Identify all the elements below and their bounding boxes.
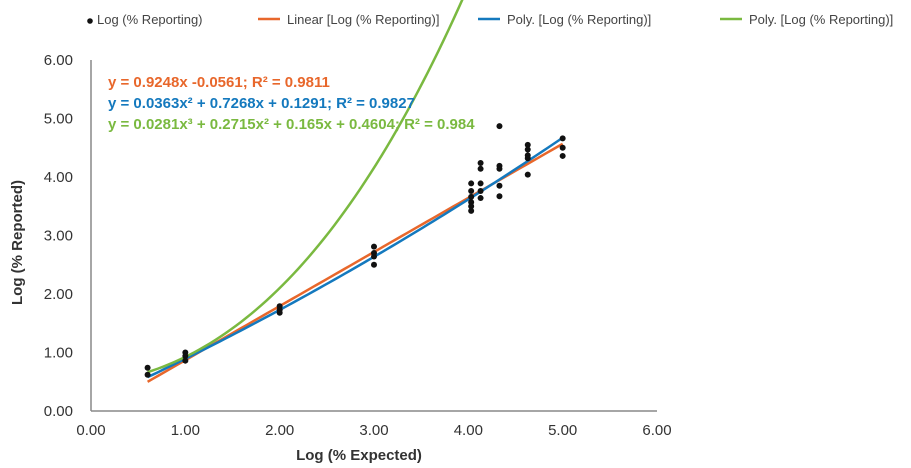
- equation-annotation: y = 0.0281x³ + 0.2715x² + 0.165x + 0.460…: [108, 116, 475, 133]
- chart-axes: [90, 60, 657, 412]
- data-point: [468, 193, 475, 200]
- equation-annotation: y = 0.9248x -0.0561; R² = 0.9811: [108, 74, 330, 91]
- data-point: [468, 203, 475, 210]
- y-tick-labels: 0.00 1.00 2.00 3.00 4.00 5.00 6.00: [44, 52, 73, 420]
- trendline-2: [147, 136, 564, 379]
- data-point: [468, 188, 475, 195]
- trendlines: [146, 0, 564, 383]
- data-point: [496, 193, 503, 200]
- y-tick-label: 5.00: [44, 111, 73, 128]
- data-point: [144, 364, 151, 371]
- data-point: [524, 155, 531, 162]
- data-point: [496, 182, 503, 189]
- data-point: [524, 171, 531, 178]
- x-tick-label: 3.00: [359, 422, 388, 439]
- y-tick-label: 1.00: [44, 345, 73, 362]
- y-tick-label: 2.00: [44, 286, 73, 303]
- data-point: [496, 123, 503, 130]
- legend-marker: [87, 18, 93, 24]
- data-point: [276, 309, 283, 316]
- data-point: [371, 261, 377, 268]
- y-tick-label: 0.00: [44, 403, 73, 420]
- data-point: [559, 144, 566, 151]
- data-point: [468, 207, 475, 214]
- data-point: [524, 141, 531, 148]
- data-point: [496, 165, 503, 172]
- data-point: [371, 243, 377, 250]
- trendline-3: [147, 0, 464, 374]
- legend-label: Poly. [Log (% Reporting)]: [507, 12, 651, 27]
- y-tick-label: 4.00: [44, 169, 73, 186]
- data-point: [182, 353, 189, 360]
- data-point: [468, 180, 475, 187]
- data-point: [559, 152, 566, 159]
- x-tick-label: 4.00: [454, 422, 483, 439]
- data-point: [477, 180, 484, 187]
- legend-label: Log (% Reporting): [97, 12, 203, 27]
- data-point: [144, 371, 151, 378]
- equation-annotations: y = 0.9248x -0.0561; R² = 0.9811 y = 0.03…: [108, 74, 475, 133]
- x-tick-label: 1.00: [171, 422, 200, 439]
- x-tick-labels: 0.00 1.00 2.00 3.00 4.00 5.00 6.00: [76, 422, 671, 439]
- y-tick-label: 6.00: [44, 52, 73, 69]
- x-tick-label: 5.00: [548, 422, 577, 439]
- equation-annotation: y = 0.0363x² + 0.7268x + 0.1291; R² = 0.…: [108, 95, 415, 112]
- data-point: [477, 165, 484, 172]
- data-point: [477, 188, 484, 195]
- data-point: [477, 195, 484, 202]
- legend-label: Linear [Log (% Reporting)]: [287, 12, 439, 27]
- x-tick-label: 6.00: [642, 422, 671, 439]
- y-tick-label: 3.00: [44, 228, 73, 245]
- data-point: [559, 135, 566, 142]
- x-axis-title: Log (% Expected): [296, 447, 422, 464]
- x-tick-label: 2.00: [265, 422, 294, 439]
- data-points: [144, 123, 566, 378]
- data-point: [371, 253, 377, 260]
- data-point: [524, 146, 531, 153]
- chart-legend: Log (% Reporting) Linear [Log (% Reportin…: [87, 12, 893, 27]
- legend-label: Poly. [Log (% Reporting)]: [749, 12, 893, 27]
- data-point: [182, 357, 189, 364]
- y-axis-title: Log (% Reported): [9, 180, 26, 305]
- data-point: [477, 159, 484, 166]
- x-tick-label: 0.00: [76, 422, 105, 439]
